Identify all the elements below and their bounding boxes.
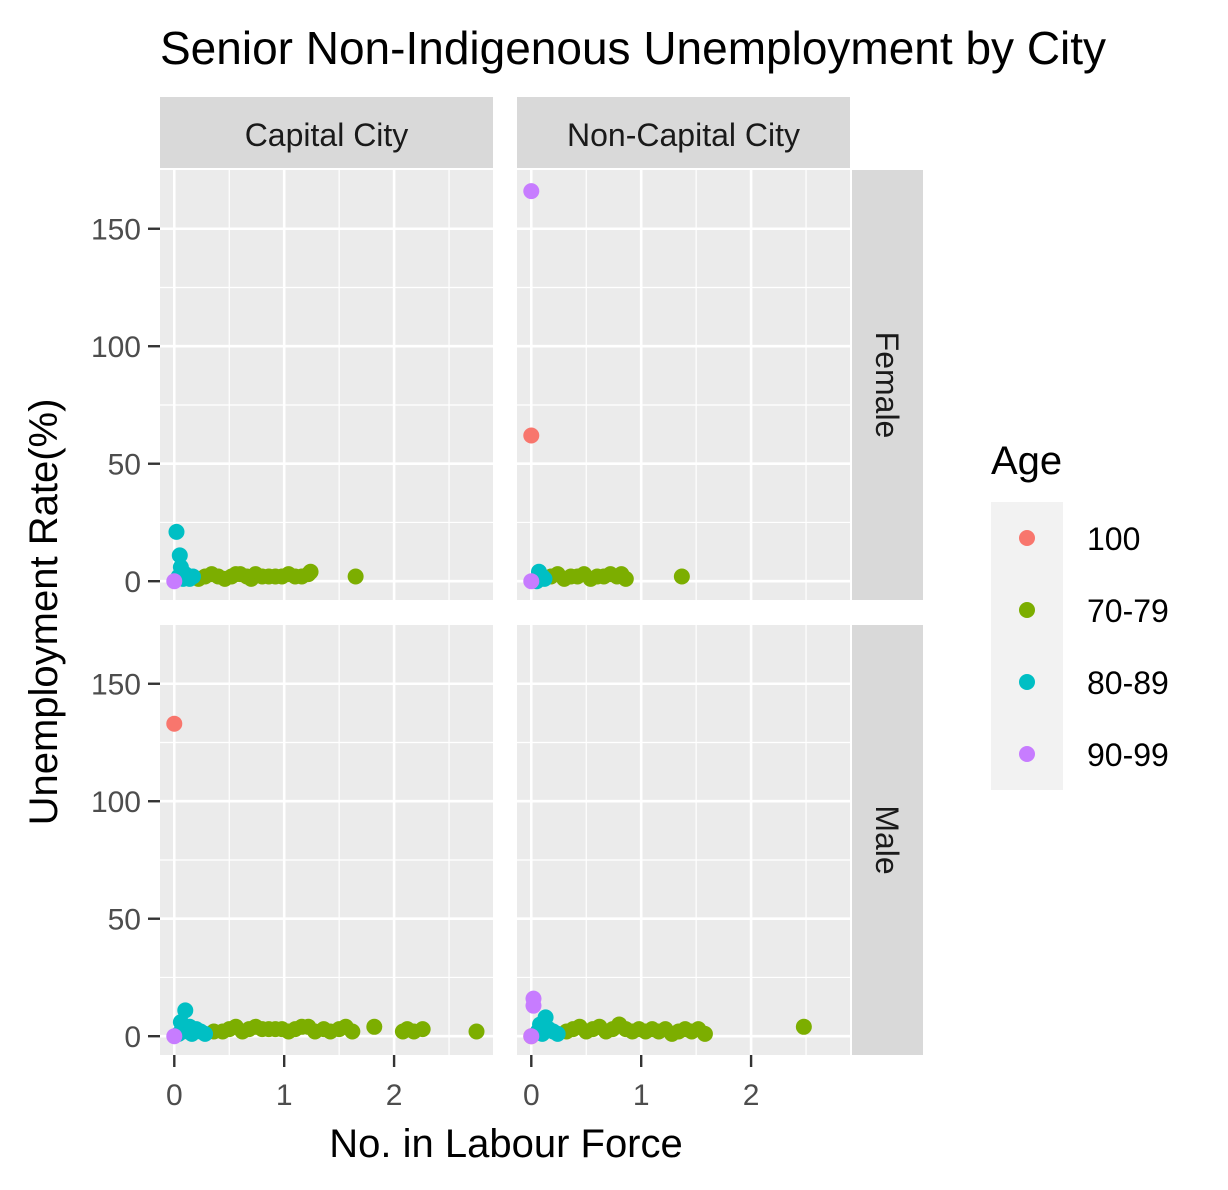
legend-items: 100 70-79 80-89 90-99 <box>1019 521 1169 773</box>
data-point <box>166 1028 183 1045</box>
legend: Age 100 70-79 80-89 90-99 <box>991 439 1169 790</box>
panel-background <box>517 625 850 1055</box>
strip-column <box>160 97 493 168</box>
panels-layer: Capital City Non-Capital City Female Male <box>160 97 923 1055</box>
y-tick-label: 0 <box>124 566 141 599</box>
legend-label: 70-79 <box>1087 593 1169 629</box>
data-point <box>468 1023 485 1040</box>
x-tick-label: 0 <box>523 1079 540 1112</box>
data-point <box>696 1025 713 1042</box>
data-point <box>673 568 690 585</box>
data-point <box>344 1023 361 1040</box>
legend-title: Age <box>991 439 1062 483</box>
legend-key <box>1019 602 1035 618</box>
panel-0-0 <box>160 170 493 600</box>
y-tick-label: 50 <box>108 449 141 482</box>
x-tick-label: 1 <box>633 1079 650 1112</box>
legend-label: 90-99 <box>1087 737 1169 773</box>
panel-background <box>160 170 493 600</box>
data-point <box>166 715 183 732</box>
panel-background <box>517 170 850 600</box>
chart-title: Senior Non-Indigenous Unemployment by Ci… <box>160 22 1106 74</box>
data-point <box>197 1025 214 1042</box>
legend-label: 80-89 <box>1087 665 1169 701</box>
strip-label-row: Female <box>869 332 905 439</box>
y-tick-label: 100 <box>91 331 141 364</box>
y-tick-label: 0 <box>124 1021 141 1054</box>
data-point <box>168 523 185 540</box>
points-1-0 <box>523 183 690 590</box>
y-tick-label: 150 <box>91 214 141 247</box>
y-tick-label: 100 <box>91 786 141 819</box>
axes-layer: 0 50 100 150 0 50 100 150 0 1 2 0 1 2 <box>91 214 759 1112</box>
x-tick-label: 1 <box>276 1079 293 1112</box>
x-axis-title: No. in Labour Force <box>329 1122 683 1166</box>
data-point <box>366 1018 383 1035</box>
y-axis-title: Unemployment Rate(%) <box>22 399 66 826</box>
points-0-1 <box>166 715 485 1045</box>
data-point <box>414 1021 431 1038</box>
legend-key <box>1019 530 1035 546</box>
data-point <box>523 1028 540 1045</box>
data-point <box>549 1025 566 1042</box>
panel-1-1 <box>517 625 850 1055</box>
data-point <box>166 573 183 590</box>
y-tick-label: 150 <box>91 669 141 702</box>
data-point <box>795 1018 812 1035</box>
legend-key-background <box>991 502 1063 790</box>
legend-label: 100 <box>1087 521 1140 557</box>
legend-key <box>1019 746 1035 762</box>
panel-1-0 <box>517 170 850 600</box>
x-tick-label: 0 <box>166 1079 183 1112</box>
data-point <box>523 183 540 200</box>
strip-label-column: Capital City <box>245 117 409 153</box>
y-tick-label: 50 <box>108 904 141 937</box>
data-point <box>523 573 540 590</box>
panel-background <box>160 625 493 1055</box>
strip-column <box>517 97 850 168</box>
strip-row <box>852 625 923 1055</box>
data-point <box>617 570 634 587</box>
data-point <box>525 997 542 1014</box>
data-point <box>347 568 364 585</box>
panel-0-1 <box>160 625 493 1055</box>
points-0-0 <box>166 523 364 590</box>
strip-label-column: Non-Capital City <box>567 117 800 153</box>
points-1-1 <box>523 990 812 1045</box>
strip-label-row: Male <box>869 805 905 874</box>
x-tick-label: 2 <box>386 1079 403 1112</box>
legend-key <box>1019 674 1035 690</box>
strip-row <box>852 170 923 600</box>
x-tick-label: 2 <box>743 1079 760 1112</box>
data-point <box>302 563 319 580</box>
data-point <box>171 547 188 564</box>
data-point <box>523 427 540 444</box>
